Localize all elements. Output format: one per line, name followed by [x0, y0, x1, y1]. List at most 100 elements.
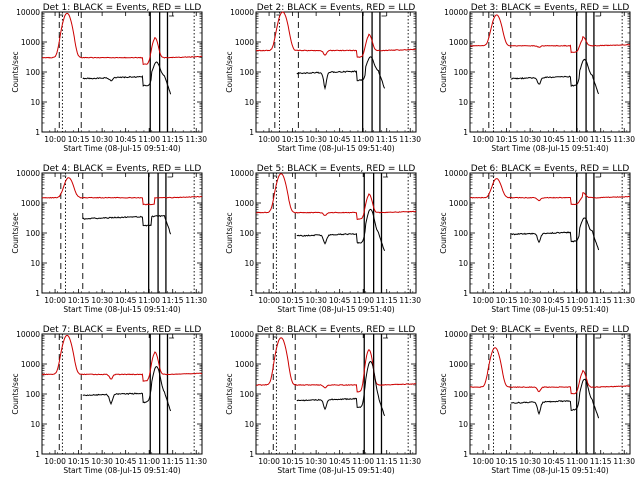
- x-tick-label: 10:30: [91, 296, 113, 305]
- y-tick-label: 100: [26, 390, 41, 399]
- y-axis-label: Counts/sec: [11, 51, 20, 92]
- y-tick-label: 100: [454, 229, 469, 238]
- y-tick-label: 1: [463, 128, 468, 137]
- panel-det-1: Det 1: BLACK = Events, RED = LLD 1 10 100 10…: [11, 3, 207, 153]
- y-axis-label: Counts/sec: [225, 51, 234, 92]
- y-tick-label: 1000: [235, 199, 254, 208]
- panel-title: Det 3: BLACK = Events, RED = LLD: [471, 3, 630, 13]
- x-tick-label: 10:00: [258, 457, 280, 466]
- x-tick-label: 10:15: [496, 135, 518, 144]
- y-tick-label: 10000: [444, 169, 468, 178]
- x-tick-label: 11:00: [138, 457, 160, 466]
- x-tick-label: 11:00: [566, 135, 588, 144]
- panel-det-3: Det 3: BLACK = Events, RED = LLD 1 10 100 10…: [439, 3, 635, 153]
- panel-det-2: Det 2: BLACK = Events, RED = LLD 1 10 100 10…: [225, 3, 421, 153]
- plot-frame: [255, 333, 417, 455]
- panel-title: Det 6: BLACK = Events, RED = LLD: [471, 164, 630, 174]
- x-axis-label: Start Time (08-Jul-15 09:51:40): [491, 305, 608, 314]
- x-tick-label: 10:00: [44, 296, 66, 305]
- segment-marker: [490, 14, 601, 17]
- x-tick-label: 11:30: [613, 457, 635, 466]
- x-tick-label: 11:30: [613, 296, 635, 305]
- events-series-line: [296, 360, 386, 416]
- x-tick-label: 11:15: [590, 296, 612, 305]
- x-tick-label: 11:30: [185, 457, 207, 466]
- x-tick-label: 10:45: [115, 457, 137, 466]
- x-tick-label: 11:30: [399, 296, 421, 305]
- x-tick-label: 10:45: [543, 135, 565, 144]
- x-tick-label: 10:15: [68, 135, 90, 144]
- panel-det-7: Det 7: BLACK = Events, RED = LLD 1 10 100 10…: [11, 325, 207, 475]
- lld-series-line: [469, 178, 631, 206]
- lld-series-line: [256, 173, 417, 220]
- y-tick-label: 1000: [235, 360, 254, 369]
- panel-det-5: Det 5: BLACK = Events, RED = LLD 1 10 100 10…: [225, 164, 421, 314]
- x-tick-label: 10:00: [258, 296, 280, 305]
- x-axis-label: Start Time (08-Jul-15 09:51:40): [277, 144, 394, 153]
- x-axis-label: Start Time (08-Jul-15 09:51:40): [63, 305, 180, 314]
- y-tick-label: 1: [249, 289, 254, 298]
- y-tick-label: 10000: [230, 169, 254, 178]
- x-tick-label: 11:15: [162, 457, 184, 466]
- panel-title: Det 8: BLACK = Events, RED = LLD: [257, 325, 416, 335]
- x-tick-label: 10:45: [115, 135, 137, 144]
- x-axis-label: Start Time (08-Jul-15 09:51:40): [491, 466, 608, 475]
- x-axis-label: Start Time (08-Jul-15 09:51:40): [491, 144, 608, 153]
- x-axis-label: Start Time (08-Jul-15 09:51:40): [277, 466, 394, 475]
- panel-title: Det 4: BLACK = Events, RED = LLD: [43, 164, 202, 174]
- segment-marker: [59, 336, 175, 339]
- x-tick-label: 11:30: [399, 135, 421, 144]
- y-axis-label: Counts/sec: [439, 212, 448, 253]
- y-tick-label: 10: [458, 420, 468, 429]
- segment-marker: [273, 175, 389, 178]
- x-tick-label: 10:45: [329, 296, 351, 305]
- segment-marker: [273, 336, 389, 339]
- lld-series-line: [255, 11, 417, 58]
- lld-series-line: [470, 14, 631, 54]
- x-tick-label: 10:15: [282, 135, 304, 144]
- panel-title: Det 5: BLACK = Events, RED = LLD: [257, 164, 416, 174]
- y-tick-label: 1: [249, 450, 254, 459]
- plot-frame: [41, 172, 203, 294]
- events-series-line: [82, 214, 172, 235]
- y-tick-label: 1000: [449, 38, 468, 47]
- x-tick-label: 10:45: [543, 457, 565, 466]
- y-tick-label: 1: [35, 128, 40, 137]
- events-series-line: [82, 61, 172, 95]
- x-tick-label: 10:30: [519, 135, 541, 144]
- y-tick-label: 100: [26, 229, 41, 238]
- lld-series-line: [469, 347, 631, 395]
- x-tick-label: 10:00: [472, 457, 494, 466]
- x-tick-label: 11:30: [185, 296, 207, 305]
- x-axis-label: Start Time (08-Jul-15 09:51:40): [63, 466, 180, 475]
- y-tick-label: 1000: [21, 199, 40, 208]
- y-tick-label: 10000: [444, 330, 468, 339]
- x-tick-label: 10:15: [282, 296, 304, 305]
- y-axis-label: Counts/sec: [439, 51, 448, 92]
- panel-det-8: Det 8: BLACK = Events, RED = LLD 1 10 100 10…: [225, 325, 421, 475]
- lld-series-line: [41, 177, 203, 206]
- lld-series-line: [41, 12, 203, 66]
- panel-title: Det 1: BLACK = Events, RED = LLD: [43, 3, 202, 13]
- y-tick-label: 10000: [16, 169, 40, 178]
- x-tick-label: 10:45: [543, 296, 565, 305]
- y-tick-label: 10000: [444, 8, 468, 17]
- x-tick-label: 10:30: [305, 296, 327, 305]
- panel-det-6: Det 6: BLACK = Events, RED = LLD 1 10 100 10…: [439, 164, 635, 314]
- y-axis-label: Counts/sec: [11, 373, 20, 414]
- x-tick-label: 11:15: [162, 135, 184, 144]
- x-axis-label: Start Time (08-Jul-15 09:51:40): [277, 305, 394, 314]
- x-tick-label: 11:15: [376, 296, 398, 305]
- lld-series-line: [42, 334, 202, 382]
- segment-marker: [62, 175, 173, 178]
- x-tick-label: 10:45: [329, 457, 351, 466]
- y-tick-label: 1: [35, 289, 40, 298]
- x-tick-label: 11:00: [566, 296, 588, 305]
- x-tick-label: 11:00: [352, 457, 374, 466]
- x-tick-label: 10:30: [305, 457, 327, 466]
- y-axis-label: Counts/sec: [225, 373, 234, 414]
- y-axis-label: Counts/sec: [439, 373, 448, 414]
- y-tick-label: 1000: [235, 38, 254, 47]
- panel-title: Det 2: BLACK = Events, RED = LLD: [257, 3, 416, 13]
